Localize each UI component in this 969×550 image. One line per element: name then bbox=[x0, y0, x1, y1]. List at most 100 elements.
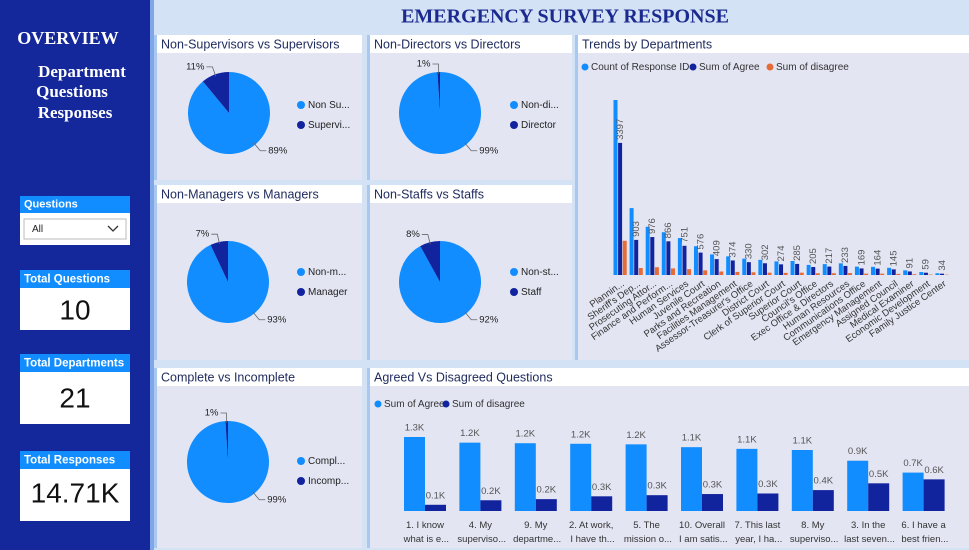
data-label: 1.3K bbox=[405, 423, 425, 434]
bar bbox=[779, 264, 784, 275]
filter-header bbox=[20, 196, 130, 213]
bar bbox=[425, 504, 446, 511]
legend-label: Incomp... bbox=[308, 476, 349, 487]
legend-marker bbox=[581, 63, 589, 71]
bar bbox=[871, 266, 876, 275]
pie-label: 92% bbox=[479, 314, 499, 325]
panel-header bbox=[370, 185, 572, 203]
card-value: 14.71K bbox=[31, 477, 120, 508]
data-label: 576 bbox=[695, 234, 706, 250]
bar bbox=[919, 272, 924, 275]
bar bbox=[758, 259, 763, 275]
sidebar-heading: OVERVIEW bbox=[17, 28, 118, 48]
data-label: 302 bbox=[760, 244, 771, 260]
bar bbox=[634, 239, 639, 275]
bar bbox=[799, 272, 804, 275]
bar bbox=[774, 261, 779, 275]
legend-marker bbox=[510, 288, 518, 296]
bar bbox=[726, 256, 731, 275]
panel-title: Trends by Departments bbox=[582, 37, 712, 51]
panel-title: Non-Supervisors vs Supervisors bbox=[161, 37, 340, 51]
panel-accent bbox=[575, 35, 578, 360]
bar bbox=[812, 490, 834, 511]
data-label: 751 bbox=[679, 227, 690, 243]
data-label: 1.1K bbox=[737, 434, 757, 445]
card-value: 21 bbox=[59, 382, 90, 413]
bar bbox=[843, 265, 848, 275]
legend-label: Compl... bbox=[308, 456, 345, 467]
data-label: 205 bbox=[808, 248, 819, 264]
bar bbox=[677, 238, 682, 275]
bar bbox=[902, 472, 924, 511]
data-label: 866 bbox=[663, 222, 674, 238]
panel-accent bbox=[154, 35, 157, 180]
bar bbox=[912, 274, 917, 275]
bar bbox=[719, 271, 724, 275]
pie-slice bbox=[420, 241, 440, 282]
legend-marker bbox=[297, 457, 305, 465]
pie-label: 1% bbox=[417, 59, 431, 70]
legend-label: Supervi... bbox=[308, 120, 350, 131]
bar bbox=[891, 269, 896, 275]
bar bbox=[535, 499, 557, 511]
panel-header bbox=[157, 185, 362, 203]
bar bbox=[896, 273, 901, 275]
data-label: 0.2K bbox=[481, 486, 501, 497]
card-label: Total Responses bbox=[24, 455, 115, 467]
card-body bbox=[20, 469, 130, 521]
data-label: 409 bbox=[711, 240, 722, 256]
sidebar-subheading: Questions bbox=[36, 82, 108, 101]
bar bbox=[757, 493, 779, 511]
bar bbox=[767, 272, 772, 275]
leader-line bbox=[252, 311, 266, 321]
sidebar-edge bbox=[150, 0, 154, 550]
panel-accent bbox=[367, 185, 370, 360]
bar bbox=[698, 252, 703, 275]
bar bbox=[742, 258, 747, 275]
bar bbox=[923, 272, 928, 275]
pie-label: 93% bbox=[267, 314, 287, 325]
pie-slice bbox=[186, 421, 269, 503]
bar bbox=[645, 226, 650, 275]
x-tick-label: 10. Overall I am satis... bbox=[676, 520, 727, 545]
data-label: 374 bbox=[728, 242, 739, 258]
data-label: 164 bbox=[872, 250, 883, 266]
bar bbox=[935, 273, 940, 275]
leader-line bbox=[206, 66, 217, 77]
pie-slice bbox=[437, 72, 440, 113]
page-title: EMERGENCY SURVEY RESPONSE bbox=[401, 6, 729, 28]
x-tick-label: 8. My superviso... bbox=[787, 520, 838, 545]
panel-accent bbox=[154, 185, 157, 360]
bar bbox=[514, 443, 536, 511]
data-label: 59 bbox=[921, 259, 932, 270]
data-label: 0.5K bbox=[869, 469, 889, 480]
bar bbox=[791, 449, 813, 511]
data-label: 34 bbox=[937, 260, 948, 271]
card-label: Total Departments bbox=[24, 358, 124, 370]
bar bbox=[710, 254, 715, 275]
legend-marker bbox=[297, 477, 305, 485]
card-header bbox=[20, 451, 130, 469]
x-tick-label: 7. This last year, I ha... bbox=[733, 520, 783, 545]
bar bbox=[618, 142, 623, 275]
bar bbox=[404, 437, 425, 511]
bar bbox=[480, 500, 502, 511]
card-label: Total Questions bbox=[24, 274, 110, 286]
x-tick-label: 1. I know what is e... bbox=[401, 520, 449, 545]
bar bbox=[854, 266, 859, 275]
card-body bbox=[20, 288, 130, 330]
panel-header bbox=[157, 368, 362, 386]
x-tick-label: 2. At work, I have th... bbox=[568, 520, 615, 545]
panel-title: Agreed Vs Disagreed Questions bbox=[374, 370, 553, 384]
bar bbox=[714, 259, 719, 275]
bar bbox=[880, 273, 885, 275]
leader-line bbox=[464, 311, 478, 321]
bar bbox=[703, 270, 708, 275]
data-label: 0.6K bbox=[924, 465, 944, 476]
bar bbox=[681, 447, 702, 511]
data-label: 0.3K bbox=[592, 482, 612, 493]
panel-header bbox=[157, 35, 362, 53]
legend-marker bbox=[297, 268, 305, 276]
filter-dropdown[interactable] bbox=[23, 218, 127, 240]
legend-label: Sum of disagree bbox=[452, 399, 525, 410]
